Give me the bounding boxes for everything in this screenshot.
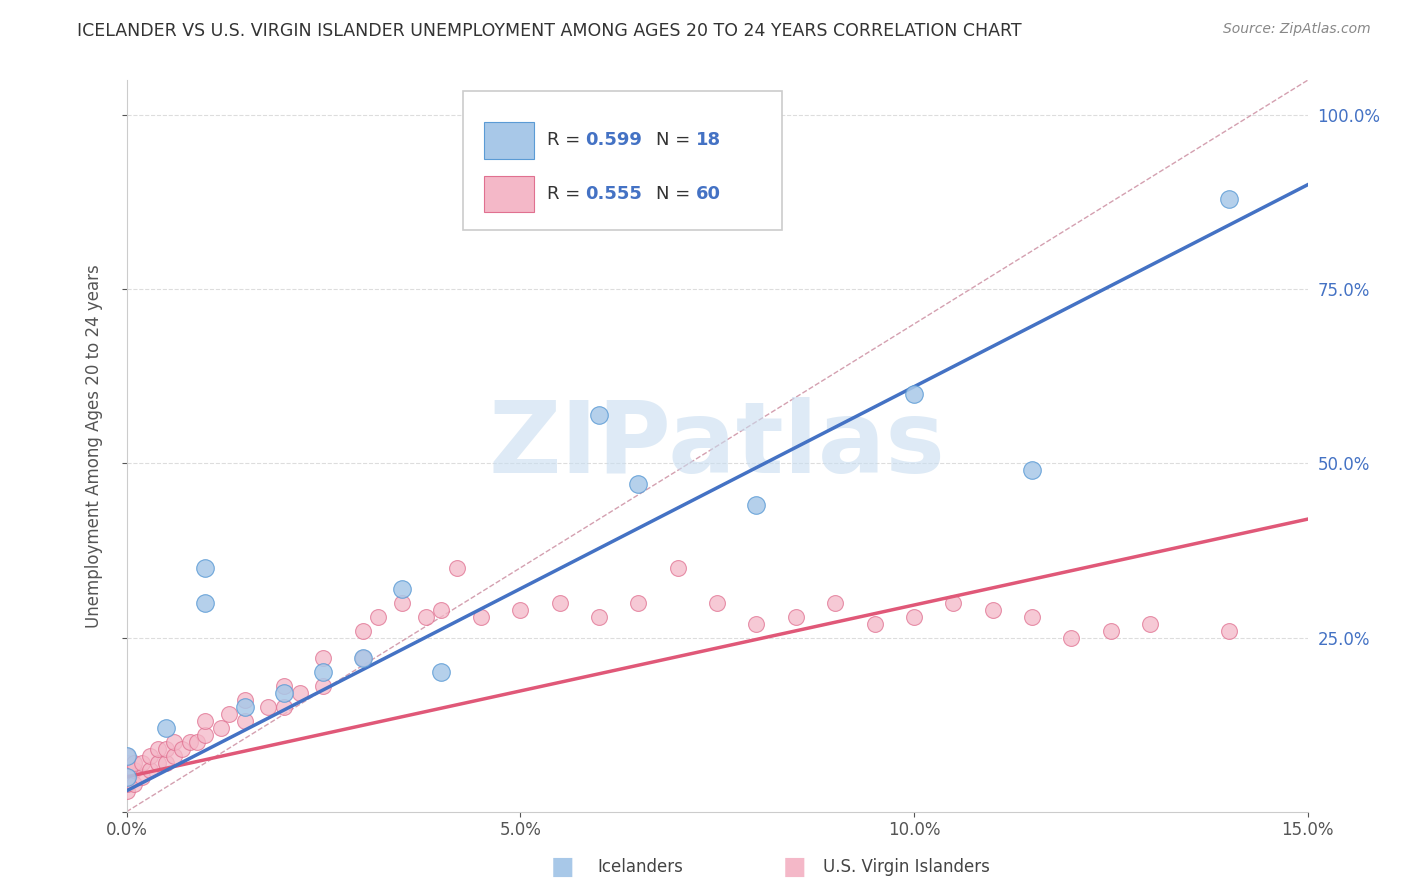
Point xyxy=(139,763,162,777)
Point xyxy=(1139,616,1161,631)
Point xyxy=(785,609,807,624)
Point xyxy=(588,408,610,422)
Text: N =: N = xyxy=(655,185,696,202)
Point xyxy=(824,596,846,610)
Point xyxy=(124,763,146,777)
Point xyxy=(131,770,153,784)
Point xyxy=(312,665,335,680)
Point xyxy=(155,742,177,756)
Point xyxy=(115,770,138,784)
FancyBboxPatch shape xyxy=(485,176,534,212)
Point xyxy=(415,609,437,624)
Point xyxy=(273,679,295,693)
Point xyxy=(430,665,453,680)
Point xyxy=(186,735,208,749)
Point xyxy=(288,686,311,700)
Point xyxy=(548,596,571,610)
Point xyxy=(115,763,138,777)
Point xyxy=(155,721,177,735)
Point xyxy=(1218,192,1240,206)
Point xyxy=(163,735,186,749)
Point xyxy=(179,735,201,749)
Point xyxy=(666,561,689,575)
Point xyxy=(155,756,177,770)
Point xyxy=(627,596,650,610)
Point xyxy=(273,686,295,700)
Point xyxy=(194,714,217,728)
Point xyxy=(312,679,335,693)
Point xyxy=(163,749,186,764)
Point xyxy=(588,609,610,624)
Point xyxy=(745,616,768,631)
Point xyxy=(170,742,193,756)
Point xyxy=(124,756,146,770)
Point xyxy=(627,477,650,491)
Point xyxy=(981,603,1004,617)
Point xyxy=(903,609,925,624)
Point xyxy=(745,498,768,512)
Point xyxy=(194,596,217,610)
Point xyxy=(942,596,965,610)
Point xyxy=(446,561,468,575)
FancyBboxPatch shape xyxy=(485,122,534,159)
Point xyxy=(233,700,256,714)
Point xyxy=(124,777,146,791)
Point xyxy=(1099,624,1122,638)
Text: Source: ZipAtlas.com: Source: ZipAtlas.com xyxy=(1223,22,1371,37)
Point xyxy=(352,651,374,665)
Text: ICELANDER VS U.S. VIRGIN ISLANDER UNEMPLOYMENT AMONG AGES 20 TO 24 YEARS CORRELA: ICELANDER VS U.S. VIRGIN ISLANDER UNEMPL… xyxy=(77,22,1022,40)
FancyBboxPatch shape xyxy=(463,91,782,230)
Y-axis label: Unemployment Among Ages 20 to 24 years: Unemployment Among Ages 20 to 24 years xyxy=(84,264,103,628)
Text: 18: 18 xyxy=(696,131,721,149)
Point xyxy=(470,609,492,624)
Point xyxy=(352,651,374,665)
Text: 60: 60 xyxy=(696,185,721,202)
Point xyxy=(1021,609,1043,624)
Point xyxy=(391,596,413,610)
Point xyxy=(509,143,531,157)
Point xyxy=(430,603,453,617)
Point xyxy=(509,603,531,617)
Point xyxy=(146,756,169,770)
Point xyxy=(194,728,217,742)
Point xyxy=(903,386,925,401)
Point xyxy=(115,784,138,798)
Point xyxy=(194,561,217,575)
Point xyxy=(1060,631,1083,645)
Point xyxy=(391,582,413,596)
Point xyxy=(706,596,728,610)
Point xyxy=(115,770,138,784)
Point xyxy=(131,756,153,770)
Text: ■: ■ xyxy=(551,855,574,879)
Point xyxy=(115,749,138,764)
Text: ■: ■ xyxy=(783,855,806,879)
Point xyxy=(367,609,389,624)
Point xyxy=(115,777,138,791)
Text: ZIPatlas: ZIPatlas xyxy=(489,398,945,494)
Point xyxy=(1021,463,1043,477)
Text: N =: N = xyxy=(655,131,696,149)
Text: 0.599: 0.599 xyxy=(585,131,641,149)
Text: R =: R = xyxy=(547,131,586,149)
Point xyxy=(233,693,256,707)
Point xyxy=(312,651,335,665)
Point xyxy=(273,700,295,714)
Point xyxy=(257,700,280,714)
Point xyxy=(352,624,374,638)
Text: 0.555: 0.555 xyxy=(585,185,641,202)
Point xyxy=(863,616,886,631)
Point xyxy=(146,742,169,756)
Point xyxy=(233,714,256,728)
Text: U.S. Virgin Islanders: U.S. Virgin Islanders xyxy=(823,858,990,876)
Text: Icelanders: Icelanders xyxy=(598,858,683,876)
Text: R =: R = xyxy=(547,185,586,202)
Point xyxy=(115,749,138,764)
Point xyxy=(209,721,232,735)
Point xyxy=(1218,624,1240,638)
Point xyxy=(139,749,162,764)
Point xyxy=(115,756,138,770)
Point xyxy=(218,707,240,722)
